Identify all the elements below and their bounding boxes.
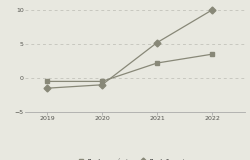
Legend: Rent. económica, Rent. financiera: Rent. económica, Rent. financiera — [74, 156, 196, 160]
